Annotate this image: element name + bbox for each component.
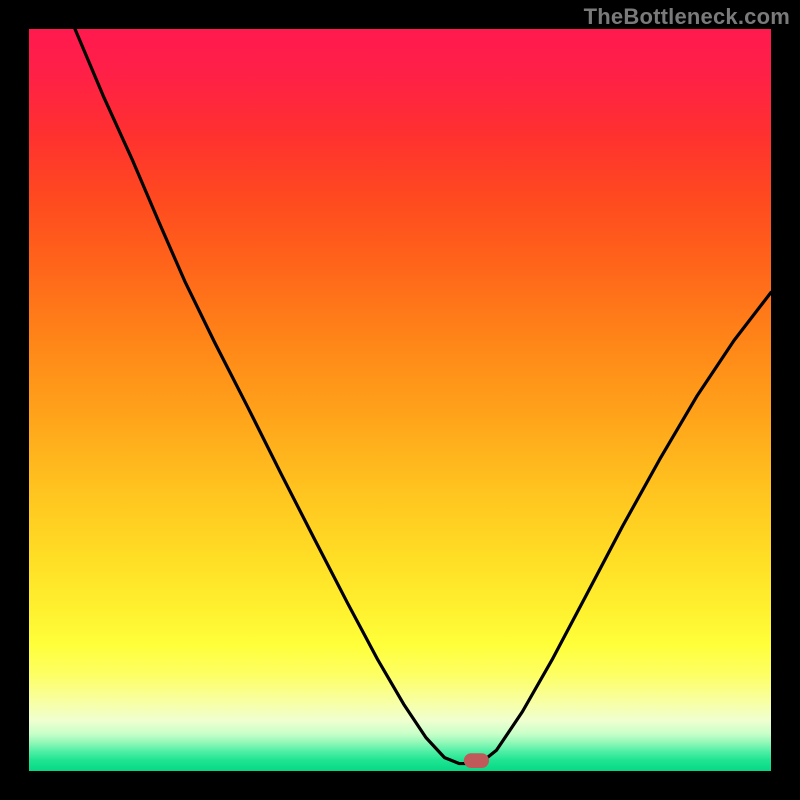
chart-frame: TheBottleneck.com <box>0 0 800 800</box>
minimum-marker <box>464 753 489 768</box>
watermark-text: TheBottleneck.com <box>584 4 790 30</box>
gradient-background <box>29 29 771 771</box>
bottleneck-chart <box>29 29 771 771</box>
